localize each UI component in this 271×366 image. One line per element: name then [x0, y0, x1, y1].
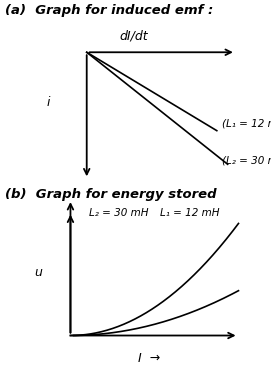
- Text: L₂ = 30 mH: L₂ = 30 mH: [89, 208, 149, 218]
- Text: (L₁ = 12 mH): (L₁ = 12 mH): [222, 118, 271, 128]
- Text: (L₂ = 30 mH): (L₂ = 30 mH): [222, 156, 271, 165]
- Text: L₁ = 12 mH: L₁ = 12 mH: [160, 208, 220, 218]
- Text: u: u: [34, 266, 42, 279]
- Text: (a)  Graph for induced emf :: (a) Graph for induced emf :: [5, 4, 214, 17]
- Text: i: i: [47, 96, 50, 109]
- Text: dI/dt: dI/dt: [119, 30, 148, 43]
- Text: I  →: I →: [138, 352, 160, 365]
- Text: (b)  Graph for energy stored: (b) Graph for energy stored: [5, 188, 217, 201]
